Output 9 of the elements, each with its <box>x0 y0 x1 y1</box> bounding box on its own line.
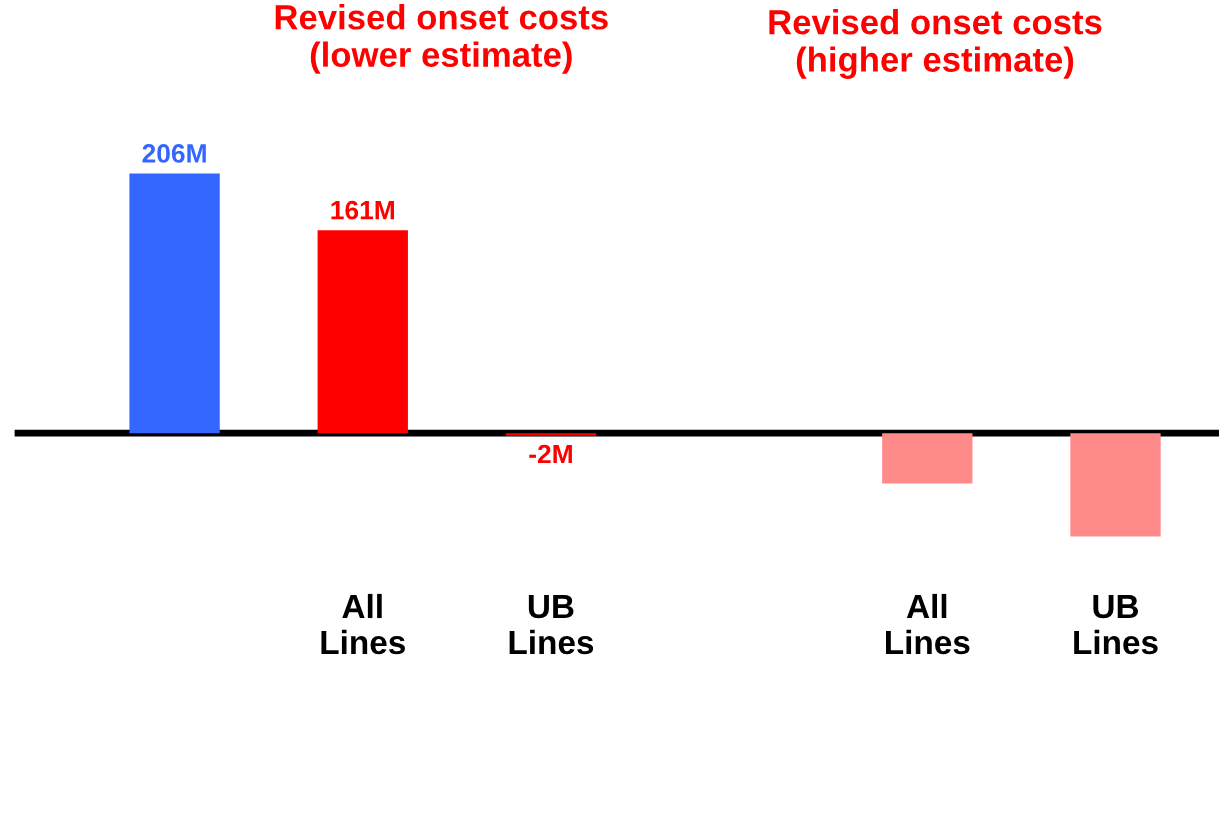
x-tick-label: UB Lines <box>1074 595 1158 655</box>
text: Revised onset costs (higher estimate) <box>769 8 1102 79</box>
data-label: 206M <box>142 144 206 163</box>
x-tick-label: All Lines <box>321 593 405 655</box>
data-label: 161M <box>331 200 395 220</box>
text: Revised onset costs (lower estimate) <box>275 4 608 74</box>
x-tick-label: UB Lines <box>509 595 594 655</box>
x-tick-label: All Lines <box>886 593 970 655</box>
data-label: -2M <box>529 444 572 464</box>
